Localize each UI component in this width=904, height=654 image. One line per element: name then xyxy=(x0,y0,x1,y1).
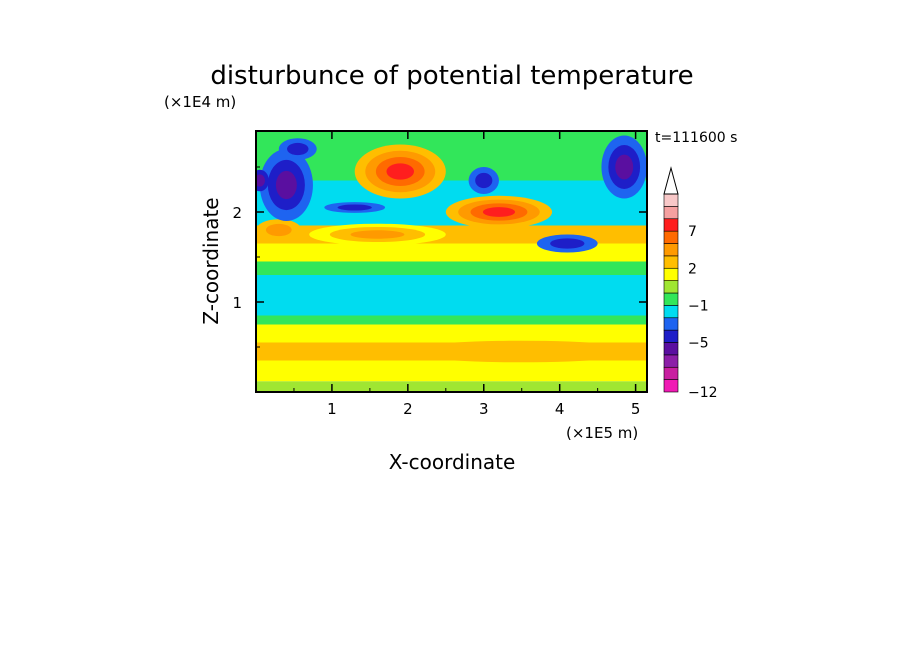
colorbar-swatch xyxy=(663,342,679,356)
field-contour xyxy=(256,174,265,187)
field-band xyxy=(256,180,647,208)
field-contour xyxy=(386,163,415,180)
field-band xyxy=(256,275,647,316)
field-contour xyxy=(287,142,309,156)
field-band xyxy=(256,381,647,392)
heatmap-field xyxy=(256,131,647,392)
colorbar-swatch xyxy=(663,267,679,281)
colorbar-swatch xyxy=(663,218,679,232)
field-contour xyxy=(615,154,634,180)
x-unit-label: (×1E5 m) xyxy=(566,424,638,442)
field-band xyxy=(256,131,647,181)
colorbar-swatch xyxy=(663,379,679,393)
y-axis-label: Z-coordinate xyxy=(199,197,223,324)
field-contour xyxy=(482,207,516,217)
time-label: t=111600 s xyxy=(655,130,737,146)
colorbar-swatch xyxy=(663,354,679,368)
colorbar-swatch xyxy=(663,206,679,220)
colorbar-swatch xyxy=(663,305,679,319)
colorbar-label: −12 xyxy=(688,385,718,401)
y-tick-label: 1 xyxy=(232,294,242,312)
x-tick-label: 1 xyxy=(327,400,337,418)
colorbar-swatch xyxy=(663,292,679,306)
colorbar-label: −1 xyxy=(688,298,709,314)
field-band xyxy=(256,360,647,382)
x-axis-label: X-coordinate xyxy=(389,450,516,474)
x-tick-label: 2 xyxy=(403,400,413,418)
colorbar-extend-arrow xyxy=(663,166,679,195)
y-unit-label: (×1E4 m) xyxy=(164,93,236,111)
colorbar-label: −5 xyxy=(688,336,709,352)
field-band xyxy=(256,324,647,343)
field-contour xyxy=(550,238,585,249)
colorbar-swatch xyxy=(663,366,679,380)
colorbar-swatch xyxy=(663,329,679,343)
colorbar-swatch xyxy=(663,193,679,207)
y-tick-label: 2 xyxy=(232,204,242,222)
field-contour xyxy=(337,204,372,211)
colorbar: 7 2 −1 −5 −12 xyxy=(663,166,718,401)
chart-title: disturbunce of potential temperature xyxy=(210,61,693,91)
field-contour xyxy=(265,223,292,237)
field-band xyxy=(256,261,647,275)
colorbar-swatch xyxy=(663,243,679,257)
colorbar-swatch xyxy=(663,255,679,269)
x-tick-label: 3 xyxy=(479,400,489,418)
colorbar-label: 7 xyxy=(688,224,697,240)
colorbar-swatch xyxy=(663,230,679,244)
colorbar-swatch xyxy=(663,280,679,294)
x-tick-label: 5 xyxy=(631,400,641,418)
field-contour xyxy=(275,170,297,200)
field-contour xyxy=(475,172,493,189)
field-contour xyxy=(400,340,644,363)
y-axis: 12 xyxy=(232,166,647,348)
colorbar-label: 2 xyxy=(688,261,697,277)
field-contour xyxy=(350,230,405,239)
x-axis: 1 2 3 4 5 xyxy=(293,131,641,418)
field-band xyxy=(256,315,647,325)
plot-frame xyxy=(255,130,648,393)
colorbar-swatch xyxy=(663,317,679,331)
x-tick-label: 4 xyxy=(555,400,565,418)
